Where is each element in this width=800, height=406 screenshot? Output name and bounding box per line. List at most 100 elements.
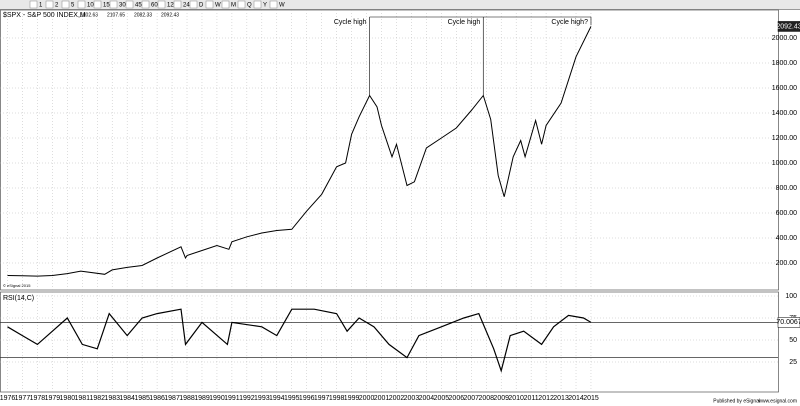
x-tick-label: 1978 bbox=[30, 395, 46, 402]
toolbar-label[interactable]: D bbox=[199, 3, 204, 9]
toolbar-button[interactable] bbox=[93, 0, 102, 9]
ohlc-value: 2082.33 bbox=[134, 12, 152, 18]
x-tick-label: 2004 bbox=[419, 395, 435, 402]
panel-frame bbox=[0, 291, 779, 393]
toolbar-label[interactable]: 15 bbox=[103, 3, 110, 9]
y-tick-label: 1200.00 bbox=[772, 135, 797, 142]
y-tick-label: 2000.00 bbox=[772, 35, 797, 42]
toolbar-label[interactable]: 5 bbox=[71, 3, 75, 9]
toolbar-label[interactable]: 1 bbox=[39, 3, 43, 9]
x-tick-label: 1988 bbox=[179, 395, 195, 402]
toolbar-label[interactable]: 2 bbox=[55, 3, 59, 9]
toolbar-label[interactable]: 120 bbox=[167, 3, 178, 9]
x-tick-label: 2007 bbox=[463, 395, 479, 402]
x-tick-label: 1994 bbox=[269, 395, 285, 402]
toolbar-label[interactable]: M bbox=[231, 3, 236, 9]
toolbar-label[interactable]: 60 bbox=[151, 3, 158, 9]
x-tick-label: 2009 bbox=[493, 395, 509, 402]
last-value-label: 70.0067 bbox=[776, 319, 800, 326]
toolbar-label[interactable]: 240 bbox=[183, 3, 194, 9]
x-tick-label: 1998 bbox=[329, 395, 345, 402]
chart-title: $SPX - S&P 500 INDEX,M bbox=[3, 12, 86, 19]
toolbar-label[interactable]: 10 bbox=[87, 3, 94, 9]
x-tick-label: 2000 bbox=[359, 395, 375, 402]
x-tick-label: 1977 bbox=[15, 395, 31, 402]
last-value-box bbox=[777, 21, 800, 32]
x-tick-label: 2013 bbox=[553, 395, 569, 402]
x-tick-label: 1986 bbox=[149, 395, 165, 402]
x-tick-label: 1997 bbox=[314, 395, 330, 402]
x-tick-label: 1991 bbox=[224, 395, 240, 402]
last-value-label: 2092.43 bbox=[776, 23, 800, 30]
y-tick-label: 1400.00 bbox=[772, 110, 797, 117]
watermark: © eSignal 2015 bbox=[3, 283, 31, 288]
x-tick-label: 1996 bbox=[299, 395, 315, 402]
panel-title: RSI(14,C) bbox=[3, 295, 34, 302]
ohlc-value: 2107.65 bbox=[107, 12, 125, 18]
y-tick-label: 1000.00 bbox=[772, 160, 797, 167]
x-tick-label: 1989 bbox=[194, 395, 210, 402]
toolbar-label[interactable]: Y bbox=[263, 3, 267, 9]
x-tick-label: 1987 bbox=[164, 395, 180, 402]
annotation: Cycle high bbox=[448, 19, 481, 26]
x-tick-label: 2006 bbox=[449, 395, 465, 402]
toolbar-button[interactable] bbox=[125, 0, 134, 9]
x-tick-label: 1981 bbox=[74, 395, 90, 402]
toolbar-button[interactable] bbox=[109, 0, 118, 9]
toolbar-button[interactable] bbox=[61, 0, 70, 9]
data-line bbox=[7, 26, 592, 277]
toolbar-button[interactable] bbox=[221, 0, 230, 9]
ohlc-value: 2092.43 bbox=[161, 12, 179, 18]
toolbar-button[interactable] bbox=[237, 0, 246, 9]
x-tick-label: 2014 bbox=[568, 395, 584, 402]
x-tick-label: 1983 bbox=[104, 395, 120, 402]
x-tick-label: 1990 bbox=[209, 395, 225, 402]
x-tick-label: 1976 bbox=[0, 395, 15, 402]
x-tick-label: 2003 bbox=[404, 395, 420, 402]
x-tick-label: 1993 bbox=[254, 395, 270, 402]
x-tick-label: 2012 bbox=[538, 395, 554, 402]
toolbar-button[interactable] bbox=[253, 0, 262, 9]
x-tick-label: 2015 bbox=[583, 395, 599, 402]
x-tick-label: 2001 bbox=[374, 395, 390, 402]
last-value-box bbox=[777, 317, 800, 328]
x-tick-label: 2008 bbox=[478, 395, 494, 402]
x-tick-label: 1992 bbox=[239, 395, 255, 402]
x-tick-label: 1979 bbox=[45, 395, 61, 402]
toolbar-button[interactable] bbox=[157, 0, 166, 9]
x-tick-label: 1985 bbox=[134, 395, 150, 402]
toolbar-button[interactable] bbox=[189, 0, 198, 9]
toolbar-label[interactable]: 30 bbox=[119, 3, 126, 9]
toolbar-button[interactable] bbox=[173, 0, 182, 9]
annotation: Cycle high bbox=[334, 19, 367, 26]
toolbar-label[interactable]: Q bbox=[247, 3, 252, 9]
x-tick-label: 1984 bbox=[119, 395, 135, 402]
x-tick-label: 2010 bbox=[508, 395, 524, 402]
toolbar-button[interactable] bbox=[141, 0, 150, 9]
toolbar-button[interactable] bbox=[77, 0, 86, 9]
x-tick-label: 2002 bbox=[389, 395, 405, 402]
toolbar-label[interactable]: W bbox=[279, 3, 285, 9]
annotation: Cycle high? bbox=[551, 19, 588, 26]
toolbar-button[interactable] bbox=[205, 0, 214, 9]
x-tick-label: 2011 bbox=[524, 395, 539, 402]
toolbar bbox=[0, 0, 800, 9]
y-tick-label: 25 bbox=[789, 359, 797, 366]
y-tick-label: 400.00 bbox=[776, 235, 798, 242]
toolbar-label[interactable]: 45 bbox=[135, 3, 142, 9]
x-tick-label: 1999 bbox=[344, 395, 360, 402]
y-tick-label: 1600.00 bbox=[772, 85, 797, 92]
y-tick-label: 800.00 bbox=[776, 185, 798, 192]
y-tick-label: 1800.00 bbox=[772, 60, 797, 67]
toolbar-button[interactable] bbox=[45, 0, 54, 9]
y-tick-label: 50 bbox=[789, 337, 797, 344]
data-line bbox=[7, 308, 592, 373]
x-tick-label: 1995 bbox=[284, 395, 300, 402]
y-tick-label: 100 bbox=[785, 293, 797, 300]
footer: Published by eSignal bbox=[713, 398, 760, 404]
toolbar-button[interactable] bbox=[29, 0, 38, 9]
toolbar-button[interactable] bbox=[269, 0, 278, 9]
toolbar-label[interactable]: W bbox=[215, 3, 221, 9]
footer: www.esignal.com bbox=[758, 398, 797, 404]
